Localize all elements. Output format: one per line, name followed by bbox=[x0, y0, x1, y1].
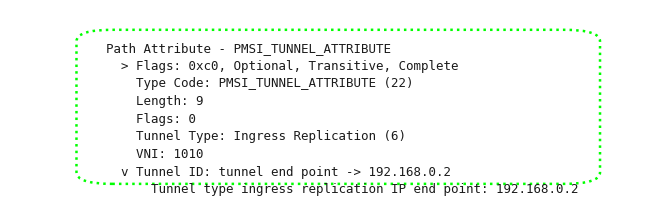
Text: Tunnel Type: Ingress Replication (6): Tunnel Type: Ingress Replication (6) bbox=[106, 130, 406, 143]
Text: Path Attribute - PMSI_TUNNEL_ATTRIBUTE: Path Attribute - PMSI_TUNNEL_ATTRIBUTE bbox=[106, 42, 391, 55]
Text: VNI: 1010: VNI: 1010 bbox=[106, 148, 203, 161]
Text: Length: 9: Length: 9 bbox=[106, 95, 203, 108]
Text: Tunnel type ingress replication IP end point: 192.168.0.2: Tunnel type ingress replication IP end p… bbox=[106, 183, 578, 196]
Text: > Flags: 0xc0, Optional, Transitive, Complete: > Flags: 0xc0, Optional, Transitive, Com… bbox=[106, 60, 458, 73]
Text: Flags: 0: Flags: 0 bbox=[106, 113, 196, 126]
FancyBboxPatch shape bbox=[77, 30, 600, 184]
Text: Type Code: PMSI_TUNNEL_ATTRIBUTE (22): Type Code: PMSI_TUNNEL_ATTRIBUTE (22) bbox=[106, 77, 413, 91]
Text: v Tunnel ID: tunnel end point -> 192.168.0.2: v Tunnel ID: tunnel end point -> 192.168… bbox=[106, 166, 451, 178]
